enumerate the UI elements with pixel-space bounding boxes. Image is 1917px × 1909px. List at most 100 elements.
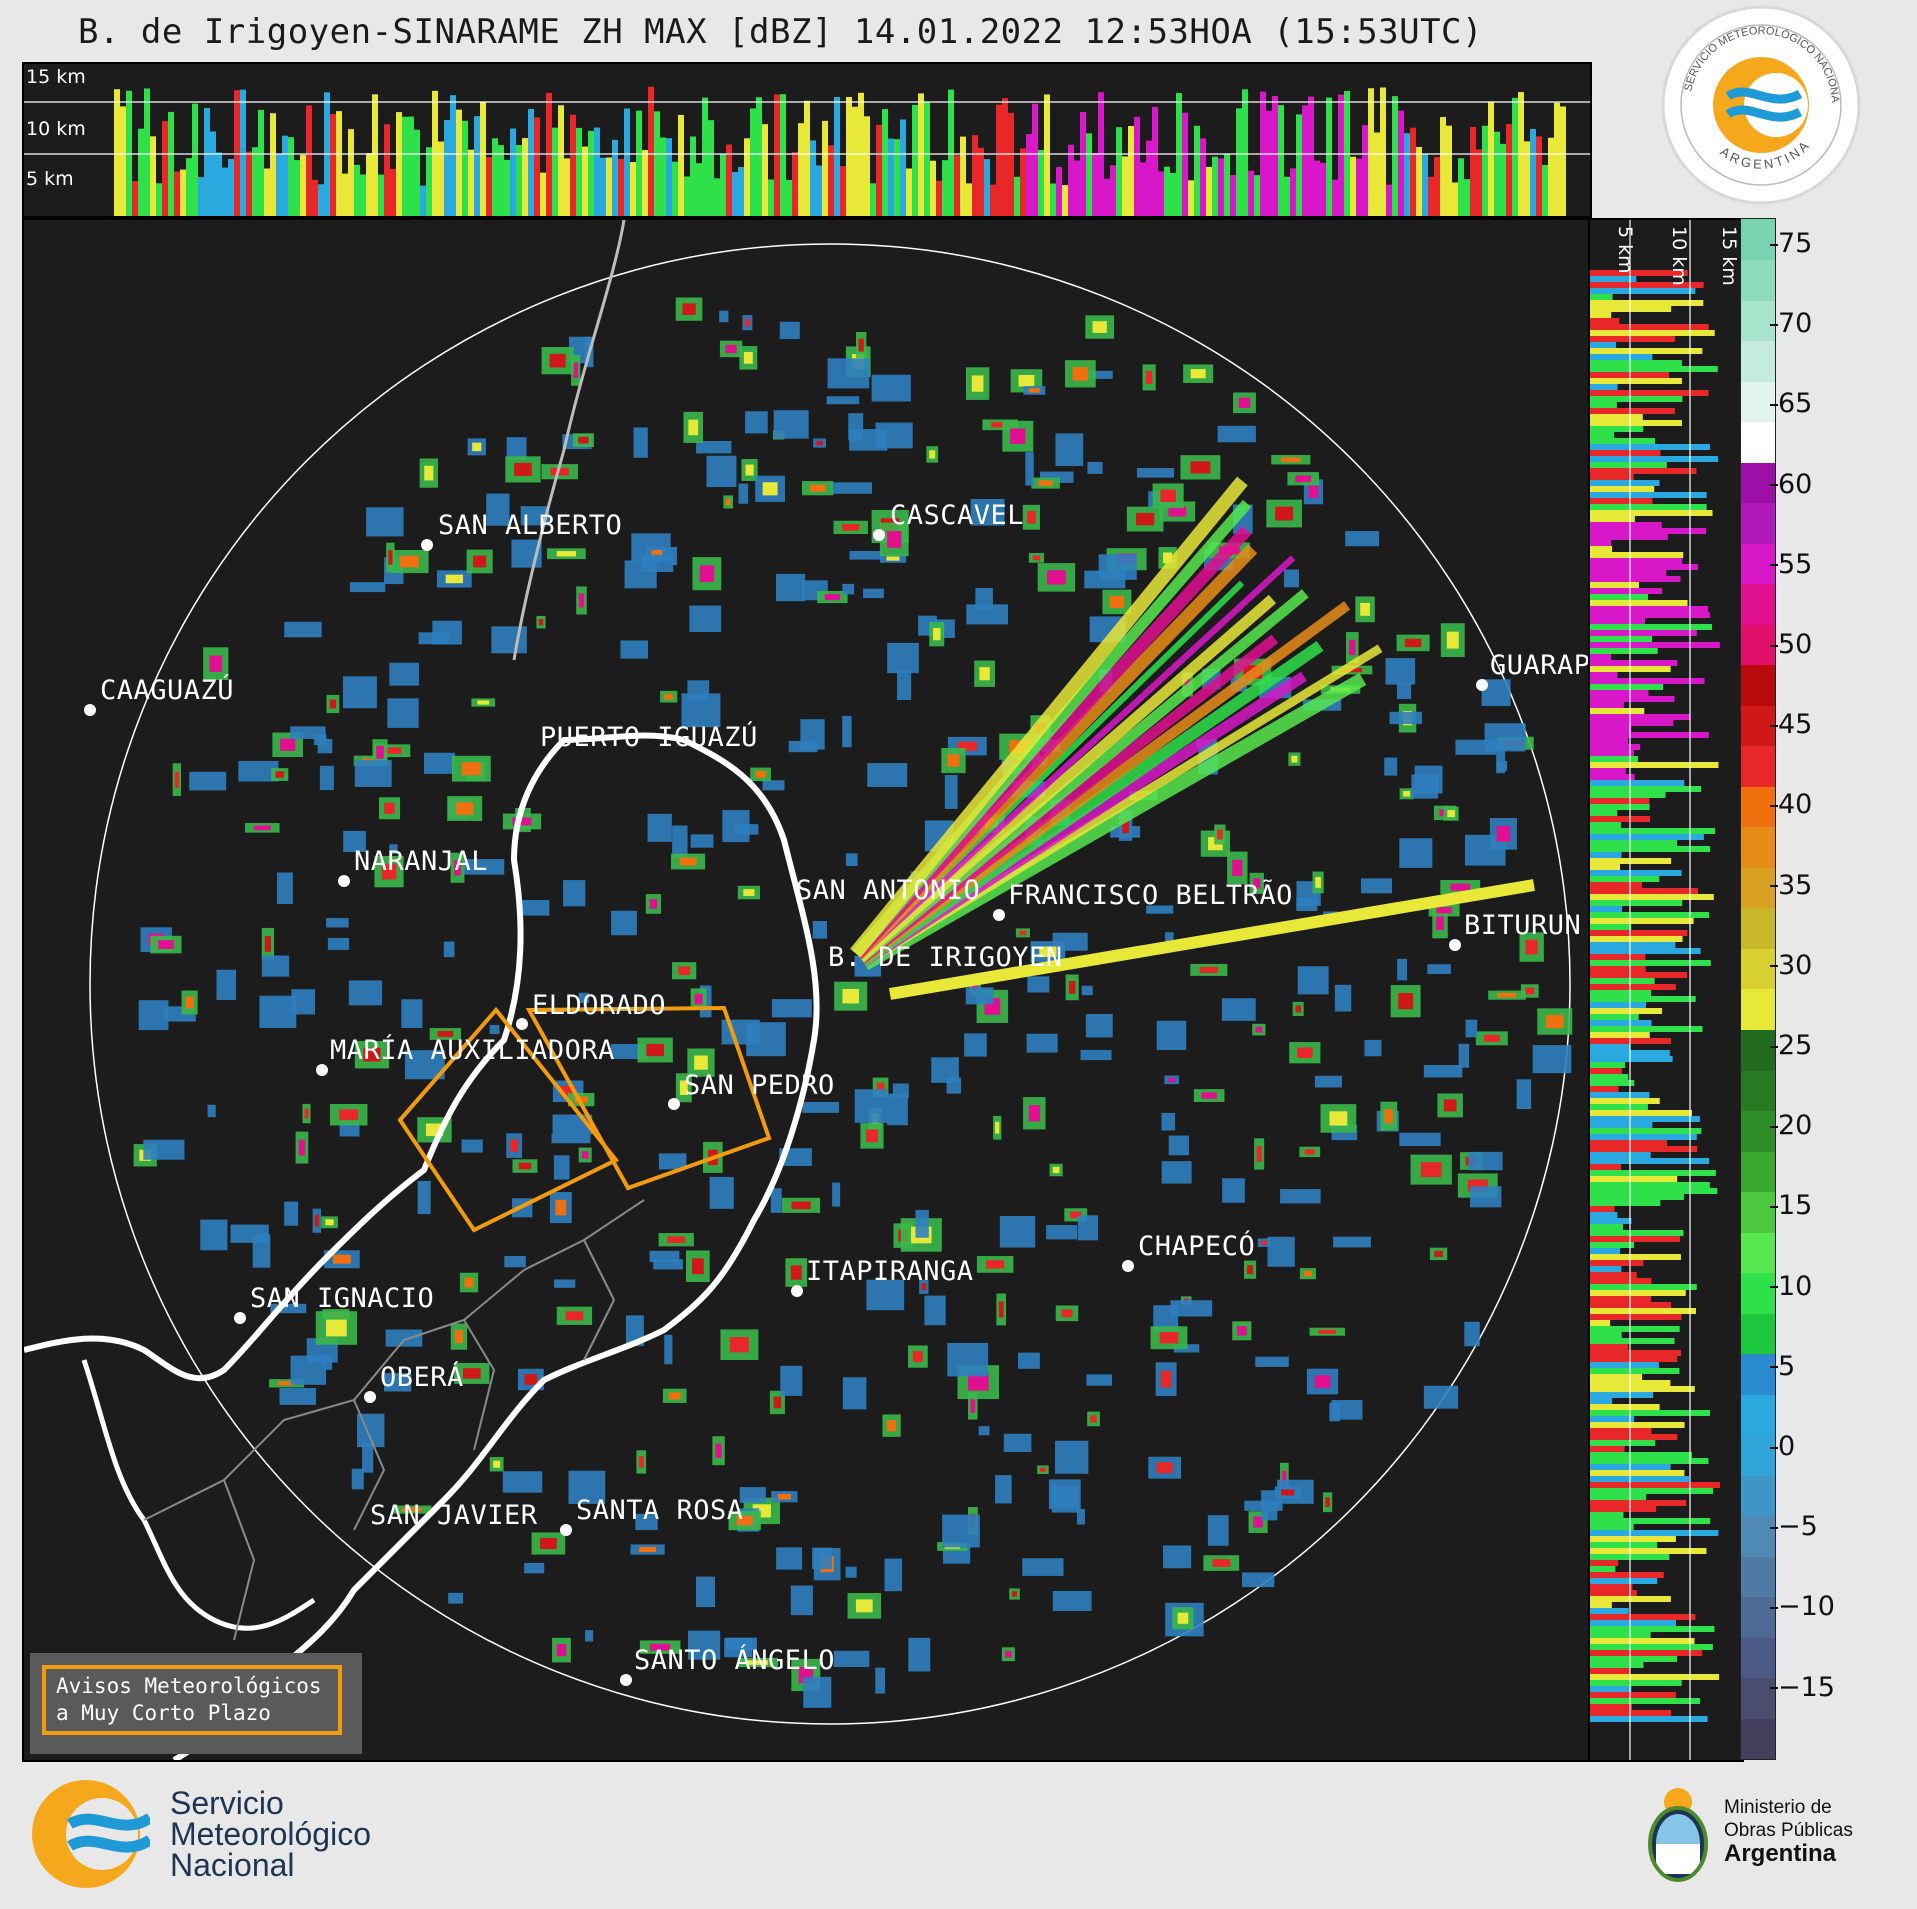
- city-label: CHAPECÓ: [1138, 1231, 1256, 1262]
- colorbar-segment: [1741, 1232, 1775, 1274]
- smn-badge-wave-icon: [1725, 87, 1803, 104]
- city-label: SAN JAVIER: [370, 1500, 538, 1531]
- city-label: FRANCISCO BELTRÃO: [1008, 880, 1293, 911]
- colorbar-segment: [1741, 1637, 1775, 1679]
- city-dot: [620, 1674, 632, 1686]
- colorbar-segment: [1741, 1515, 1775, 1557]
- top-height-label-15: 15 km: [26, 66, 86, 88]
- city-dot: [516, 1018, 528, 1030]
- chart-title: B. de Irigoyen-SINARAME ZH MAX [dBZ] 14.…: [78, 12, 1483, 52]
- side-height-label-15: 15 km: [1718, 226, 1740, 286]
- colorbar-tick-label: −5: [1770, 1511, 1818, 1543]
- colorbar-segment: [1741, 664, 1775, 706]
- smn-line3: Nacional: [170, 1847, 295, 1883]
- iguazu-border-line: [172, 737, 820, 1760]
- city-dot: [1122, 1260, 1134, 1272]
- city-dot: [993, 909, 1005, 921]
- city-dot: [791, 1285, 803, 1297]
- colorbar-tick-label: 10: [1769, 1270, 1813, 1302]
- smn-logo-text: Servicio Meteorológico Nacional: [170, 1785, 371, 1883]
- colorbar-segment: [1741, 745, 1775, 787]
- colorbar-tick-label: 0: [1769, 1431, 1796, 1462]
- colorbar-tick-label: −10: [1770, 1591, 1835, 1623]
- colorbar-tick-label: −15: [1770, 1671, 1835, 1703]
- colorbar-tick-label: 75: [1769, 228, 1813, 259]
- city-dot: [668, 1098, 680, 1110]
- radar-map-image: [24, 220, 1573, 1760]
- radar-echoes: [133, 297, 1573, 1708]
- side-height-label-10: 10 km: [1668, 226, 1690, 286]
- colorbar-segment: [1741, 867, 1775, 909]
- colorbar-segment: [1741, 1556, 1775, 1598]
- colorbar-segment: [1741, 421, 1775, 463]
- city-dot: [421, 539, 433, 551]
- city-label: OBERÁ: [380, 1362, 464, 1393]
- city-label: MARÍA AUXILIADORA: [330, 1035, 615, 1066]
- colorbar-segment: [1741, 786, 1775, 828]
- colorbar-segment: [1741, 624, 1775, 666]
- colorbar-segment: [1741, 583, 1775, 625]
- colorbar-segment: [1741, 1677, 1775, 1719]
- colorbar-segment: [1741, 1272, 1775, 1314]
- city-label: SAN ANTONIO: [796, 875, 981, 906]
- warning-polygon-1: [397, 1006, 620, 1233]
- colorbar-tick-label: 20: [1769, 1110, 1813, 1142]
- colorbar-segment: [1741, 705, 1775, 747]
- side-cross-section-image: [1590, 220, 1720, 1760]
- department-lines: [143, 1199, 645, 1641]
- colorbar-segment: [1741, 1718, 1775, 1760]
- colorbar-segment: [1741, 340, 1775, 382]
- coat-of-arms-icon: [1648, 1788, 1708, 1882]
- colorbar-segment: [1741, 543, 1775, 585]
- colorbar-segment: [1741, 989, 1775, 1031]
- city-label: NARANJAL: [354, 846, 489, 877]
- smn-badge: SERVICIO METEOROLÓGICO NACIONAL ARGENTIN…: [1660, 4, 1861, 205]
- colorbar-segment: [1741, 1110, 1775, 1152]
- city-dot: [316, 1064, 328, 1076]
- colorbar-segment: [1741, 502, 1775, 544]
- warning-legend-frame: Avisos Meteorológicos a Muy Corto Plazo: [42, 1665, 342, 1735]
- colorbar-tick-label: 5: [1769, 1350, 1796, 1382]
- misiones-border-line: [24, 732, 685, 1382]
- colorbar-segment: [1741, 907, 1775, 949]
- ministry-line1: Ministerio de: [1724, 1797, 1832, 1818]
- side-height-label-5: 5 km: [1614, 226, 1636, 274]
- colorbar-segment: [1741, 1313, 1775, 1355]
- city-label: SAN ALBERTO: [438, 510, 623, 541]
- city-label: ITAPIRANGA: [806, 1256, 974, 1287]
- colorbar-segment: [1741, 1029, 1775, 1071]
- city-label: ELDORADO: [532, 990, 667, 1021]
- city-label: BITURUN: [1464, 910, 1582, 941]
- radar-range-ring: [89, 243, 1571, 1725]
- city-label: SANTA ROSA: [576, 1495, 744, 1526]
- colorbar-segment: [1741, 1596, 1775, 1638]
- city-dot: [560, 1524, 572, 1536]
- colorbar-segment: [1741, 1434, 1775, 1476]
- warning-legend: Avisos Meteorológicos a Muy Corto Plazo: [30, 1653, 362, 1754]
- city-dot: [1449, 939, 1461, 951]
- colorbar-tick-label: 60: [1769, 468, 1813, 500]
- city-dot: [364, 1391, 376, 1403]
- colorbar-segment: [1741, 381, 1775, 423]
- city-label: SANTO ÁNGELO: [634, 1645, 836, 1676]
- top-height-label-10: 10 km: [26, 118, 86, 140]
- city-label: SAN PEDRO: [684, 1070, 835, 1101]
- side-cross-section: 5 km 10 km 15 km: [1588, 218, 1744, 1762]
- colorbar-tick-label: 40: [1769, 789, 1813, 821]
- colorbar-segment: [1741, 1475, 1775, 1517]
- city-label: B. DE IRIGOYEN: [828, 942, 1063, 973]
- colorbar-segment: [1741, 1191, 1775, 1233]
- colorbar-tick-label: 35: [1769, 869, 1813, 901]
- warning-legend-line2: a Muy Corto Plazo: [56, 1701, 271, 1725]
- colorbar-tick-label: 30: [1769, 949, 1813, 981]
- colorbar-tick-label: 50: [1769, 629, 1813, 660]
- top-cross-section: 15 km 10 km 5 km: [22, 62, 1592, 218]
- top-height-label-5: 5 km: [26, 168, 74, 190]
- colorbar-segment: [1741, 1151, 1775, 1193]
- misiones-inner-border: [81, 1359, 316, 1631]
- city-dot: [84, 704, 96, 716]
- colorbar-segment: [1741, 1394, 1775, 1436]
- colorbar-tick-label: 25: [1769, 1030, 1813, 1061]
- smn-line1: Servicio: [170, 1785, 284, 1821]
- colorbar-tick-label: 70: [1769, 308, 1813, 340]
